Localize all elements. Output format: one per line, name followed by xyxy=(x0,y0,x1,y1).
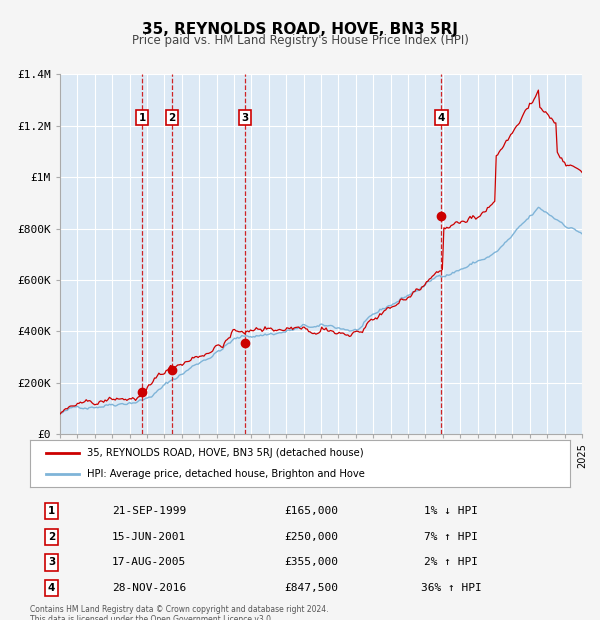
Text: 36% ↑ HPI: 36% ↑ HPI xyxy=(421,583,482,593)
Text: £847,500: £847,500 xyxy=(284,583,338,593)
Text: 2: 2 xyxy=(169,113,176,123)
Text: Price paid vs. HM Land Registry's House Price Index (HPI): Price paid vs. HM Land Registry's House … xyxy=(131,34,469,47)
Text: £355,000: £355,000 xyxy=(284,557,338,567)
Text: Contains HM Land Registry data © Crown copyright and database right 2024.
This d: Contains HM Land Registry data © Crown c… xyxy=(30,604,329,620)
Text: 1: 1 xyxy=(48,507,55,516)
Text: 7% ↑ HPI: 7% ↑ HPI xyxy=(424,532,478,542)
Text: 2% ↑ HPI: 2% ↑ HPI xyxy=(424,557,478,567)
Text: 28-NOV-2016: 28-NOV-2016 xyxy=(112,583,186,593)
Text: 3: 3 xyxy=(48,557,55,567)
Text: 35, REYNOLDS ROAD, HOVE, BN3 5RJ: 35, REYNOLDS ROAD, HOVE, BN3 5RJ xyxy=(142,22,458,37)
Text: 35, REYNOLDS ROAD, HOVE, BN3 5RJ (detached house): 35, REYNOLDS ROAD, HOVE, BN3 5RJ (detach… xyxy=(86,448,364,458)
Text: 17-AUG-2005: 17-AUG-2005 xyxy=(112,557,186,567)
Text: 1% ↓ HPI: 1% ↓ HPI xyxy=(424,507,478,516)
Text: £165,000: £165,000 xyxy=(284,507,338,516)
Text: HPI: Average price, detached house, Brighton and Hove: HPI: Average price, detached house, Brig… xyxy=(86,469,365,479)
Text: 21-SEP-1999: 21-SEP-1999 xyxy=(112,507,186,516)
Text: 2: 2 xyxy=(48,532,55,542)
Text: 4: 4 xyxy=(437,113,445,123)
Text: 1: 1 xyxy=(139,113,146,123)
Text: 3: 3 xyxy=(241,113,248,123)
Text: 15-JUN-2001: 15-JUN-2001 xyxy=(112,532,186,542)
Text: 4: 4 xyxy=(48,583,55,593)
Text: £250,000: £250,000 xyxy=(284,532,338,542)
